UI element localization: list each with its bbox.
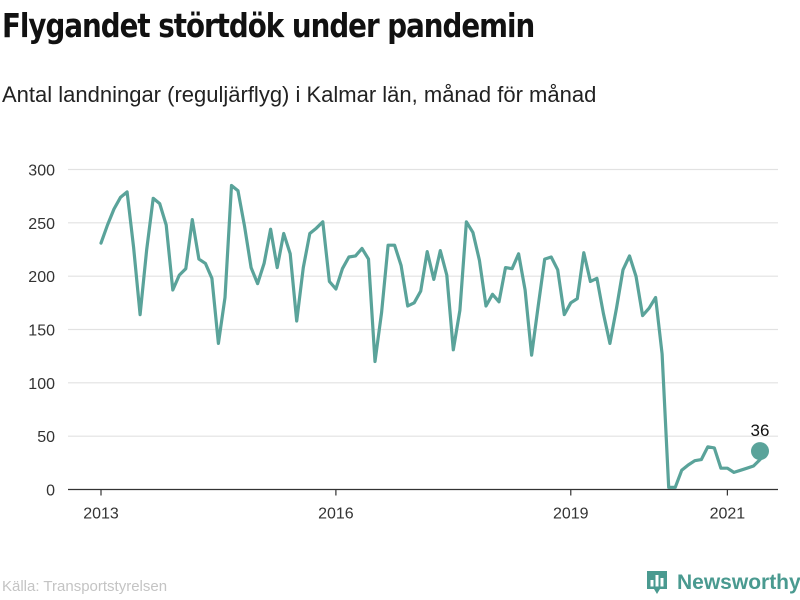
y-tick-label: 100 xyxy=(28,376,55,393)
x-tick-label: 2016 xyxy=(318,506,354,523)
chart-title: Flygandet störtdök under pandemin xyxy=(2,6,535,45)
y-tick-label: 300 xyxy=(28,163,55,180)
line-chart: 0 50 100 150 200 250 300 2013 2016 2019 2021 36 xyxy=(28,163,778,523)
bar-chart-logo-icon xyxy=(647,571,667,594)
brand-name: Newsworthy xyxy=(677,571,800,594)
last-value-label: 36 xyxy=(751,421,770,440)
source-note: Källa: Transportstyrelsen xyxy=(2,578,168,595)
x-tick-label: 2013 xyxy=(83,506,119,523)
last-value-point xyxy=(751,442,769,461)
brand-logo[interactable]: Newsworthy xyxy=(645,568,800,598)
y-axis: 0 50 100 150 200 250 300 xyxy=(28,163,778,500)
y-tick-label: 150 xyxy=(28,323,55,340)
series-points xyxy=(751,442,769,461)
y-tick-label: 50 xyxy=(37,429,55,446)
gridlines xyxy=(68,168,778,437)
series xyxy=(99,183,762,489)
chart-subtitle: Antal landningar (reguljärflyg) i Kalmar… xyxy=(2,82,597,107)
y-tick-label: 200 xyxy=(28,269,55,286)
x-axis: 2013 2016 2019 2021 xyxy=(83,489,746,523)
y-tick-label: 0 xyxy=(46,483,55,500)
x-tick-label: 2021 xyxy=(710,506,746,523)
x-tick-label: 2019 xyxy=(553,506,589,523)
data-labels: 36 xyxy=(751,421,770,440)
series-line xyxy=(99,183,762,489)
y-tick-label: 250 xyxy=(28,216,55,233)
